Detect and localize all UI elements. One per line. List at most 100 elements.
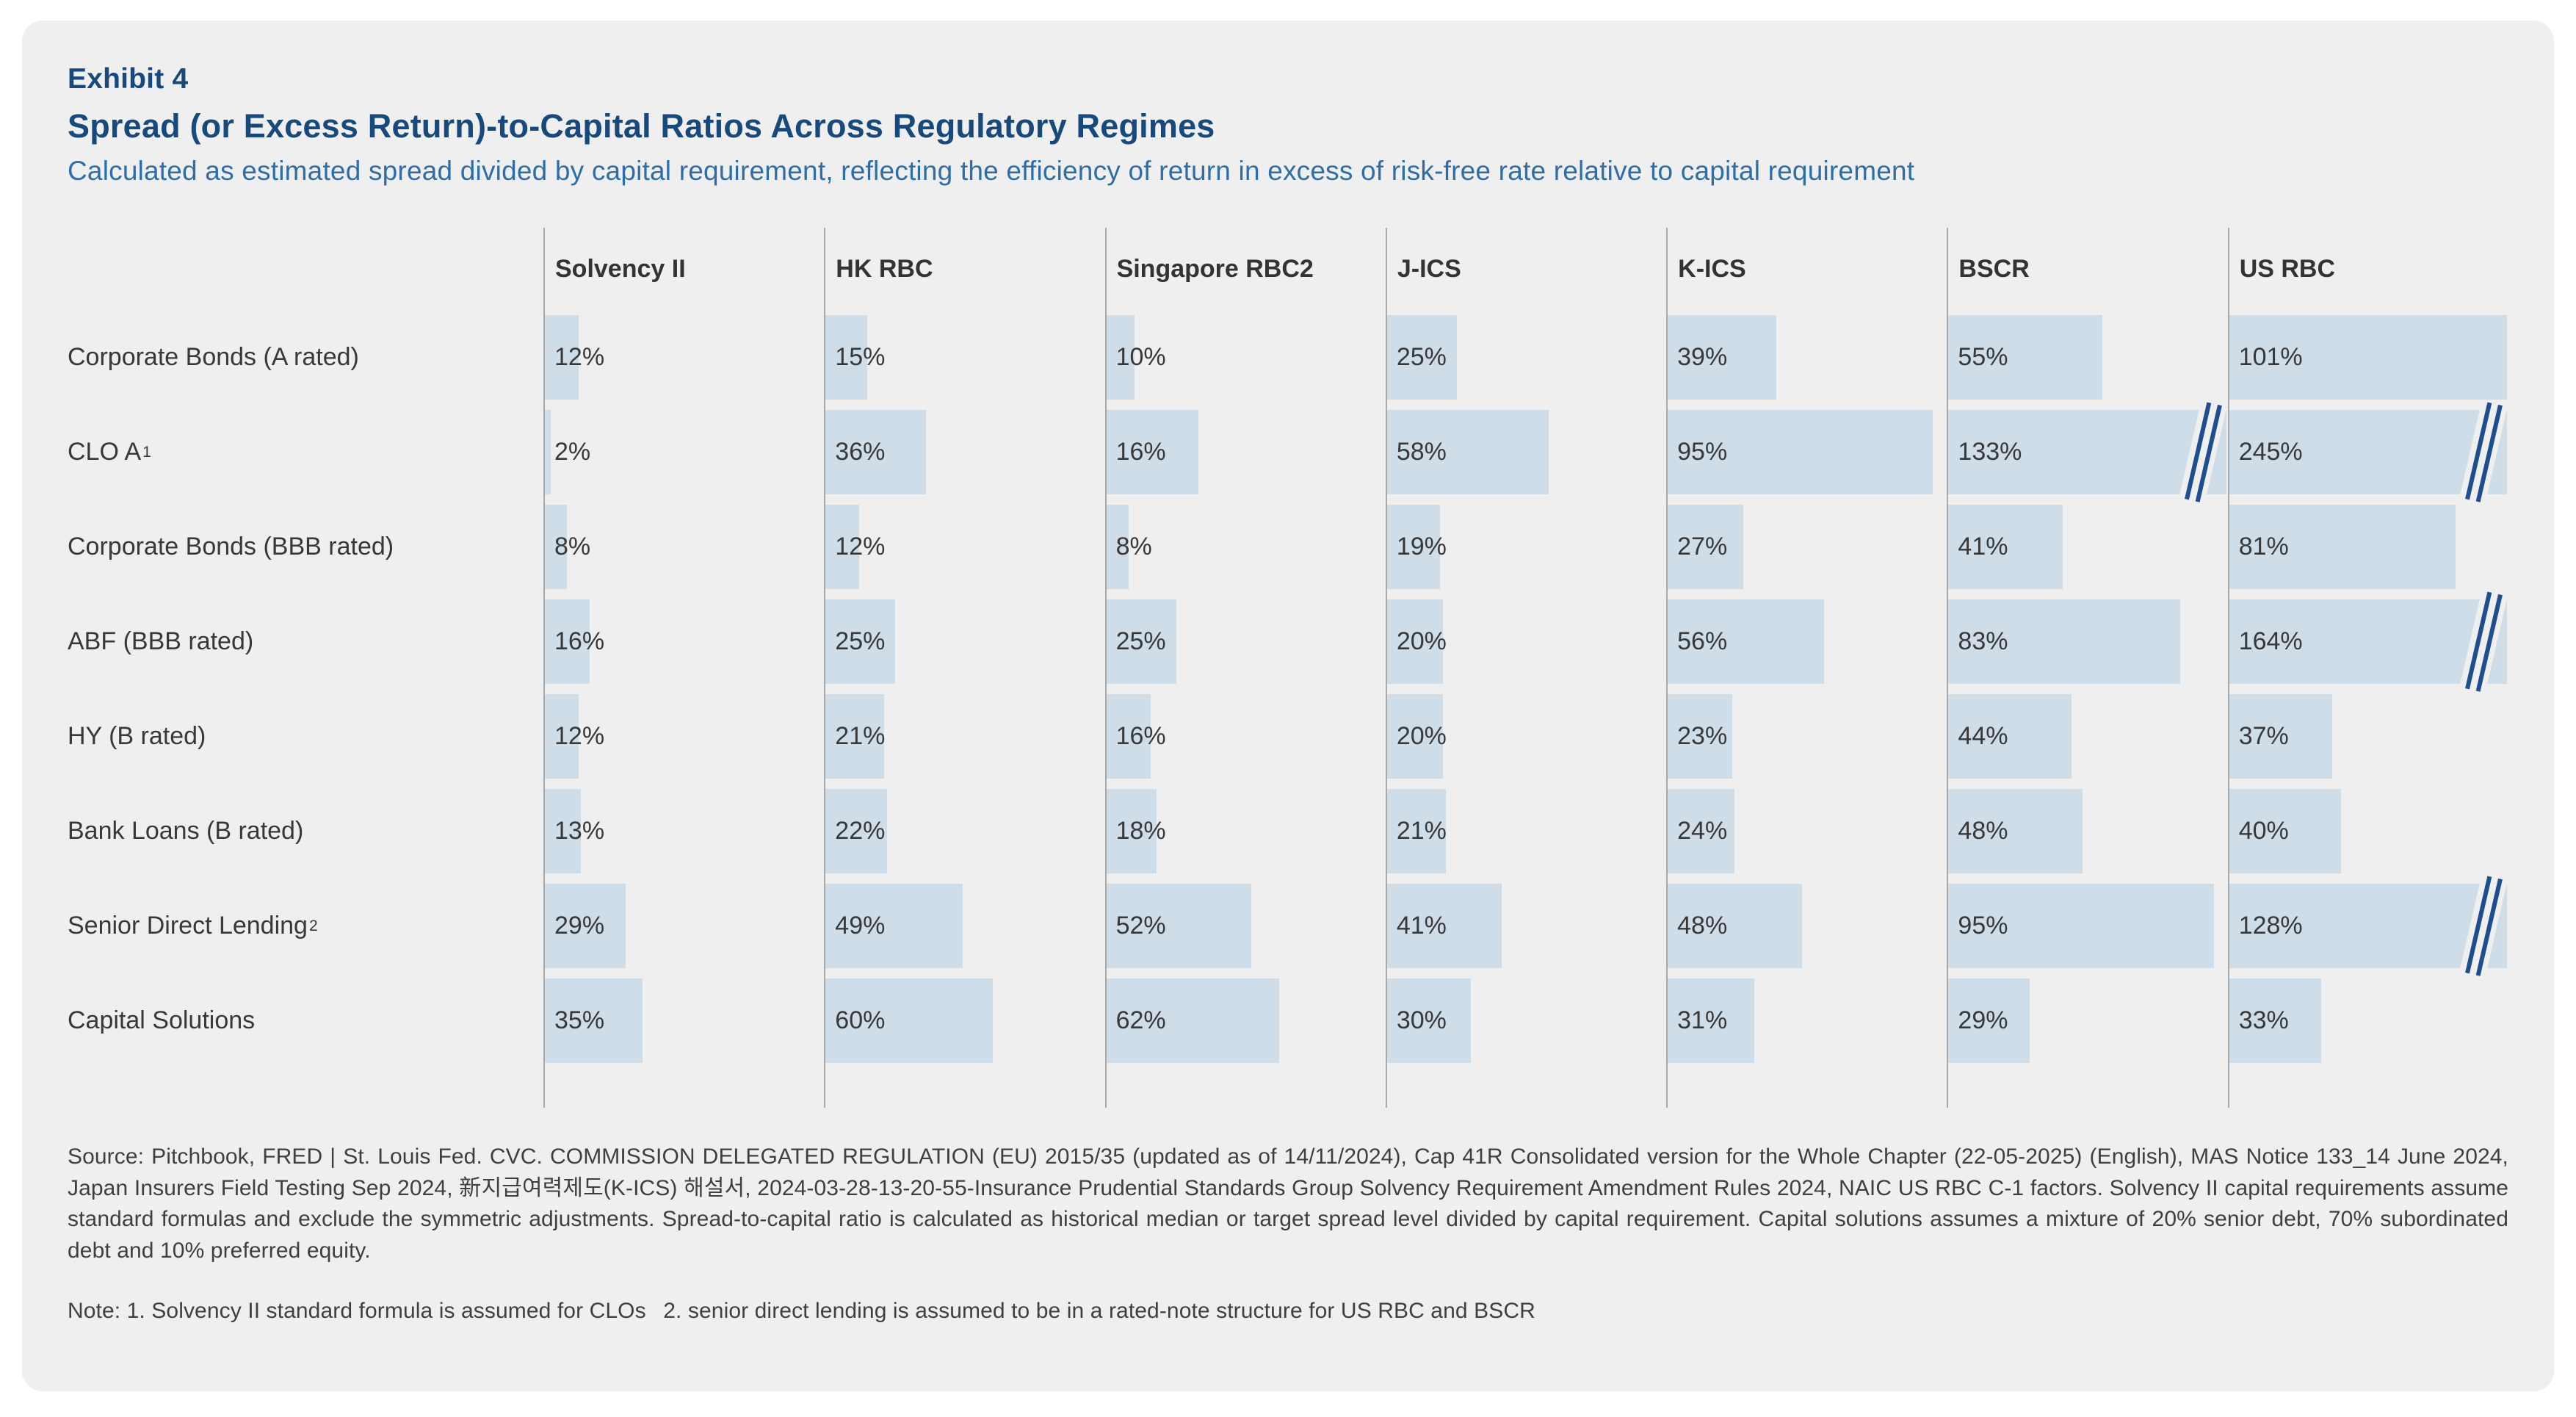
bar-cell: 41% (1385, 879, 1666, 973)
value-bar (825, 599, 896, 684)
divider-footer (2227, 1068, 2508, 1108)
value-label: 10% (1115, 343, 1166, 371)
value-bar (1668, 789, 1735, 873)
axis-break-icon (2179, 400, 2227, 504)
value-bar (2229, 400, 2508, 504)
value-bar (1106, 505, 1129, 589)
bar-cell: 48% (1947, 784, 2227, 879)
value-bar (1948, 400, 2227, 504)
bar-cell: 12% (543, 310, 824, 405)
value-bar (2229, 505, 2456, 589)
value-label: 22% (835, 817, 886, 845)
bar-cell: 62% (1104, 973, 1386, 1068)
bar-cell: 16% (1104, 405, 1386, 500)
value-bar (1948, 599, 2181, 684)
value-bar (1106, 884, 1252, 968)
row-label: Senior Direct Lending 2 (68, 912, 318, 940)
divider-footer (824, 1068, 1104, 1108)
column-header-j-ics: J-ICS (1385, 228, 1666, 310)
value-bar (1668, 978, 1755, 1063)
value-bar (545, 978, 643, 1063)
axis-break-icon (2459, 400, 2508, 504)
value-label: 18% (1115, 817, 1166, 845)
value-bar (1948, 315, 2102, 400)
value-label: 128% (2238, 912, 2303, 940)
bar-cell: 23% (1666, 689, 1947, 784)
bar-cell: 29% (543, 879, 824, 973)
value-label: 133% (1958, 438, 2022, 466)
row-label: Corporate Bonds (A rated) (68, 343, 359, 371)
value-label: 25% (835, 627, 886, 655)
column-header-solvency-ii: Solvency II (543, 228, 824, 310)
bar-cell: 39% (1666, 310, 1947, 405)
value-bar (2229, 590, 2508, 693)
bar-cell: 35% (543, 973, 824, 1068)
bar-cell: 95% (1666, 405, 1947, 500)
bar-cell: 52% (1104, 879, 1386, 973)
value-bar (545, 789, 582, 873)
column-header-k-ics: K-ICS (1666, 228, 1947, 310)
value-label: 13% (554, 817, 605, 845)
bar-cell: 25% (1385, 310, 1666, 405)
value-bar (1386, 789, 1446, 873)
value-label: 39% (1677, 343, 1728, 371)
value-bar (1668, 884, 1802, 968)
bar-cell: 81% (2227, 500, 2508, 594)
bar-cell: 15% (824, 310, 1104, 405)
value-label: 29% (1958, 1006, 2008, 1034)
bar-cell: 40% (2227, 784, 2508, 879)
value-label: 40% (2238, 817, 2289, 845)
value-label: 35% (554, 1006, 605, 1034)
column-header-singapore-rbc2: Singapore RBC2 (1104, 228, 1386, 310)
value-label: 83% (1958, 627, 2008, 655)
value-bar (1106, 694, 1151, 779)
value-label: 8% (554, 533, 591, 560)
value-label: 21% (835, 722, 886, 750)
value-bar (1106, 410, 1199, 494)
bar-cell: 18% (1104, 784, 1386, 879)
value-bar (545, 505, 568, 589)
bar-cell: 16% (1104, 689, 1386, 784)
value-label: 60% (835, 1006, 886, 1034)
value-label: 52% (1115, 912, 1166, 940)
bar-cell: 58% (1385, 405, 1666, 500)
bar-cell: 37% (2227, 689, 2508, 784)
bar-cell: 21% (824, 689, 1104, 784)
bar-cell: 164% (2227, 590, 2508, 693)
value-label: 95% (1958, 912, 2008, 940)
value-label: 101% (2238, 343, 2303, 371)
value-label: 55% (1958, 343, 2008, 371)
value-label: 20% (1396, 722, 1447, 750)
bar-cell: 2% (543, 405, 824, 500)
divider-footer (543, 1068, 824, 1108)
bar-cell: 27% (1666, 500, 1947, 594)
value-bar (1668, 410, 1933, 494)
bar-cell: 25% (1104, 594, 1386, 689)
value-label: 81% (2238, 533, 2289, 560)
value-bar (2229, 874, 2508, 978)
value-bar (825, 884, 963, 968)
value-label: 25% (1115, 627, 1166, 655)
divider-footer (1666, 1068, 1947, 1108)
value-bar (1386, 884, 1502, 968)
bar-cell: 8% (1104, 500, 1386, 594)
exhibit-label: Exhibit 4 (68, 63, 189, 95)
bar-cell: 56% (1666, 594, 1947, 689)
value-bar (1106, 599, 1176, 684)
row-label: HY (B rated) (68, 722, 206, 750)
bar-cell: 245% (2227, 400, 2508, 504)
value-label: 58% (1396, 438, 1447, 466)
bar-cell: 21% (1385, 784, 1666, 879)
divider-footer (1104, 1068, 1386, 1108)
bar-cell: 20% (1385, 594, 1666, 689)
exhibit-card: Exhibit 4 Spread (or Excess Return)-to-C… (22, 21, 2554, 1391)
value-label: 16% (1115, 438, 1166, 466)
axis-break-icon (2459, 874, 2508, 978)
source-text: Source: Pitchbook, FRED | St. Louis Fed.… (68, 1144, 2508, 1263)
value-bar (545, 410, 551, 494)
value-label: 2% (554, 438, 591, 466)
value-bar (1386, 599, 1443, 684)
column-header-us-rbc: US RBC (2227, 228, 2508, 310)
value-label: 95% (1677, 438, 1728, 466)
bar-cell: 13% (543, 784, 824, 879)
